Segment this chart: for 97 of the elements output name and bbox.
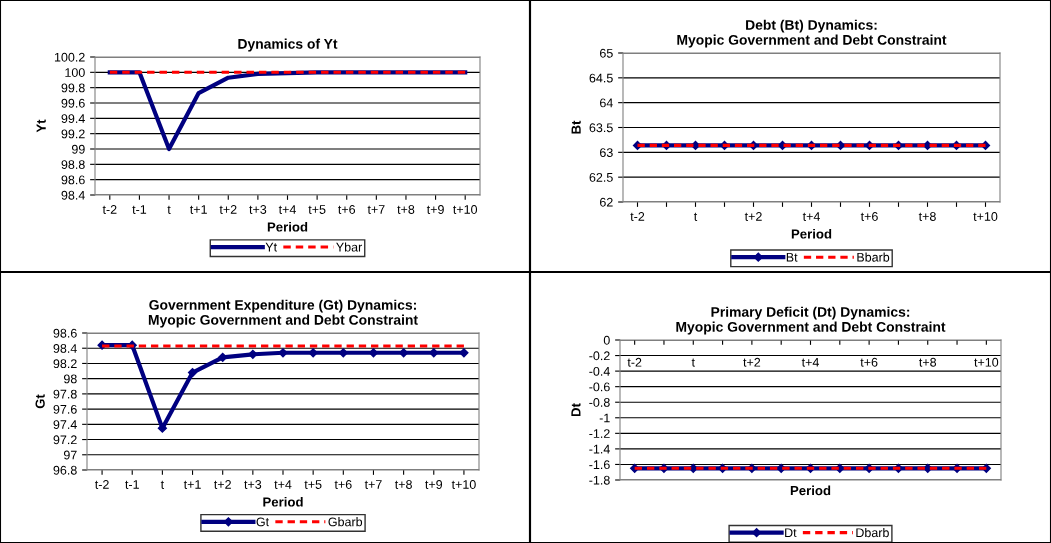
chart-title: Government Expenditure (Gt) Dynamics: Myopic Government and Debt Constraint <box>148 299 418 328</box>
x-tick-label: t+3 <box>249 205 267 214</box>
x-tick-label: t+4 <box>278 205 296 214</box>
x-tick-label: t+4 <box>802 212 820 221</box>
x-tick-label: t+8 <box>919 357 937 367</box>
x-axis-title: Period <box>790 485 831 496</box>
x-tick-label: t+6 <box>338 205 356 214</box>
y-tick-label: 63.5 <box>589 123 613 133</box>
x-tick-label: t-2 <box>627 357 642 367</box>
y-tick-label: 97.6 <box>53 404 77 414</box>
y-tick-label: 98.4 <box>53 344 77 353</box>
y-tick-label: 98.6 <box>61 175 85 185</box>
y-axis-title: Bt <box>571 120 581 134</box>
x-tick-label: t+2 <box>744 212 762 221</box>
x-tick-label: t+10 <box>973 212 998 221</box>
legend-label: Bt <box>786 252 798 262</box>
x-tick-label: t+9 <box>425 480 443 489</box>
x-tick-label: t+8 <box>918 212 936 221</box>
x-tick-label: t+7 <box>364 480 382 489</box>
y-tick-label: 62 <box>600 197 613 207</box>
y-tick-label: 99 <box>71 144 85 154</box>
y-tick-label: 100 <box>65 68 85 77</box>
x-axis-title: Period <box>263 496 303 507</box>
legend-label: Bbarb <box>857 252 890 262</box>
x-tick-label: t+5 <box>304 480 322 489</box>
y-tick-label: -1 <box>599 413 610 423</box>
x-tick-label: t <box>167 205 171 214</box>
x-tick-label: t+8 <box>397 205 415 214</box>
legend-label: Yt <box>265 242 277 252</box>
y-tick-label: 64.5 <box>589 73 613 83</box>
y-tick-label: 0 <box>603 335 610 345</box>
chart-title: Debt (Bt) Dynamics: Myopic Government and Debt Constraint <box>677 19 947 48</box>
x-tick-label: t <box>691 358 695 367</box>
y-tick-label: 96.8 <box>53 465 77 475</box>
y-tick-label: -1.8 <box>589 475 610 485</box>
x-tick-label: t+10 <box>453 205 478 214</box>
y-tick-label: 99.6 <box>61 98 85 108</box>
y-tick-label: 98.6 <box>53 328 77 338</box>
x-tick-label: t <box>693 212 698 221</box>
x-tick-label: t-1 <box>125 480 139 489</box>
x-tick-label: t+10 <box>451 480 476 489</box>
x-tick-label: t+2 <box>743 357 761 367</box>
legend-label: Gbarb <box>328 517 363 527</box>
legend-label: Dbarb <box>856 527 889 538</box>
y-tick-label: 98.2 <box>53 359 77 369</box>
y-tick-label: 65 <box>600 48 613 58</box>
x-tick-label: t-1 <box>132 205 147 214</box>
y-tick-label: -0.2 <box>589 351 610 361</box>
legend-label: Gt <box>256 517 270 527</box>
chart-title: Primary Deficit (Dt) Dynamics: Myopic Government and Debt Constraint <box>676 306 946 335</box>
x-tick-label: t+5 <box>308 205 326 214</box>
x-tick-label: t+2 <box>214 480 231 489</box>
y-tick-label: 64 <box>600 98 613 108</box>
x-tick-label: t-2 <box>102 205 117 214</box>
y-tick-label: 100.2 <box>54 52 85 62</box>
y-tick-label: 99.4 <box>61 114 85 123</box>
y-tick-label: -1.4 <box>589 444 610 454</box>
y-tick-label: 62.5 <box>589 172 613 182</box>
y-tick-label: -1.6 <box>589 460 610 470</box>
y-tick-label: 99.8 <box>61 83 85 93</box>
y-tick-label: 63 <box>600 148 613 157</box>
x-tick-label: t+6 <box>860 357 878 367</box>
x-tick-label: t+3 <box>244 480 262 489</box>
y-tick-label: 97.2 <box>53 435 77 445</box>
y-tick-label: 98.4 <box>61 190 85 200</box>
legend-label: Dt <box>785 528 797 538</box>
y-tick-label: 97.4 <box>53 420 77 429</box>
x-tick-label: t+9 <box>426 205 444 214</box>
x-tick-label: t <box>160 480 165 489</box>
y-tick-label: 97.8 <box>53 389 77 399</box>
x-tick-label: t+6 <box>334 480 352 489</box>
x-axis-title: Period <box>791 228 832 239</box>
x-tick-label: t+7 <box>367 205 385 214</box>
legend-label: Ybar <box>336 242 363 252</box>
x-tick-label: t+4 <box>274 480 292 489</box>
x-tick-label: t+10 <box>974 357 999 367</box>
x-tick-label: t+6 <box>860 212 878 221</box>
x-tick-label: t-2 <box>94 480 109 489</box>
y-tick-label: -1.2 <box>589 429 610 438</box>
chart-title: Dynamics of Yt <box>238 38 338 52</box>
y-axis-title: Dt <box>571 403 581 417</box>
y-tick-label: -0.4 <box>589 366 610 376</box>
y-tick-label: 99.2 <box>61 129 85 139</box>
x-axis-title: Period <box>267 221 308 232</box>
x-tick-label: t-2 <box>630 212 645 221</box>
x-tick-label: t+1 <box>183 480 201 489</box>
y-tick-label: 98 <box>63 374 77 384</box>
y-tick-label: -0.6 <box>589 382 610 392</box>
x-tick-label: t+2 <box>219 205 237 214</box>
y-axis-title: Yt <box>36 119 46 133</box>
y-tick-label: 98.8 <box>61 160 85 169</box>
x-tick-label: t+8 <box>394 480 412 489</box>
y-tick-label: -0.8 <box>589 398 610 407</box>
y-axis-title: Gt <box>35 394 45 409</box>
x-tick-label: t+1 <box>189 205 207 214</box>
x-tick-label: t+4 <box>801 357 819 367</box>
y-tick-label: 97 <box>63 450 77 460</box>
